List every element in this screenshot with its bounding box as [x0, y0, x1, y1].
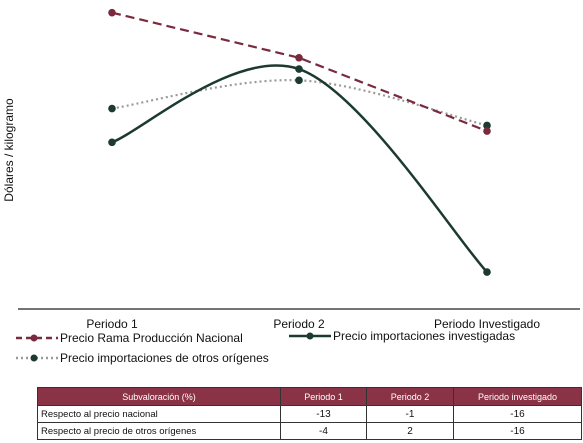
- table-cell: -4: [280, 422, 367, 440]
- table-row: Respecto al precio de otros orígenes -4 …: [37, 422, 582, 440]
- x-tick-label: Periodo 2: [273, 317, 325, 331]
- data-point-national: [108, 8, 116, 17]
- table-cell: -16: [453, 405, 582, 423]
- x-tick-label: Periodo Investigado: [434, 317, 540, 331]
- data-point-national: [483, 127, 491, 135]
- data-point-national: [295, 53, 303, 62]
- data-point-other: [295, 76, 303, 85]
- legend-swatch-national: [16, 334, 58, 342]
- table-row-label: Respecto al precio de otros orígenes: [37, 422, 281, 440]
- series-line-other: [111, 79, 488, 127]
- table-header-row: Subvaloración (%) Periodo 1 Periodo 2 Pe…: [37, 387, 582, 406]
- table-cell: -16: [453, 422, 582, 440]
- data-point-investigated: [295, 65, 303, 73]
- data-point-other: [483, 121, 491, 130]
- table-row-label: Respecto al precio nacional: [37, 405, 281, 423]
- legend-label-investigated: Precio importaciones investigadas: [333, 329, 516, 343]
- legend-item-investigated: Precio importaciones investigadas: [287, 328, 515, 344]
- x-tick-label: Periodo 1: [86, 317, 138, 331]
- legend-item-national: Precio Rama Producción Nacional: [14, 330, 243, 346]
- line-chart: Periodo 1 Periodo 2 Periodo Investigado Dól…: [2, 8, 580, 331]
- table-header-cell: Periodo investigado: [453, 387, 582, 406]
- legend-swatch-other: [16, 354, 58, 362]
- table-header-cell: Periodo 1: [280, 387, 367, 406]
- table-cell: -1: [366, 405, 454, 423]
- data-point-investigated: [483, 268, 491, 276]
- series-line-national: [111, 11, 488, 133]
- legend-label-national: Precio Rama Producción Nacional: [60, 331, 243, 345]
- table-header-cell: Subvaloración (%): [37, 387, 281, 406]
- data-point-investigated: [108, 138, 116, 147]
- undervaluation-table: Subvaloración (%) Periodo 1 Periodo 2 Pe…: [37, 387, 582, 440]
- data-point-other: [108, 104, 116, 113]
- table-row: Respecto al precio nacional -13 -1 -16: [37, 405, 582, 423]
- table-cell: -13: [280, 405, 367, 423]
- legend-label-other: Precio importaciones de otros orígenes: [60, 351, 269, 365]
- series-line-investigated: [111, 64, 488, 273]
- table-header-cell: Periodo 2: [366, 387, 454, 406]
- legend-swatch-investigated: [289, 332, 331, 340]
- table-cell: 2: [366, 422, 454, 440]
- y-axis-label: Dólares / kilogramo: [2, 98, 16, 202]
- legend-item-other: Precio importaciones de otros orígenes: [14, 350, 269, 366]
